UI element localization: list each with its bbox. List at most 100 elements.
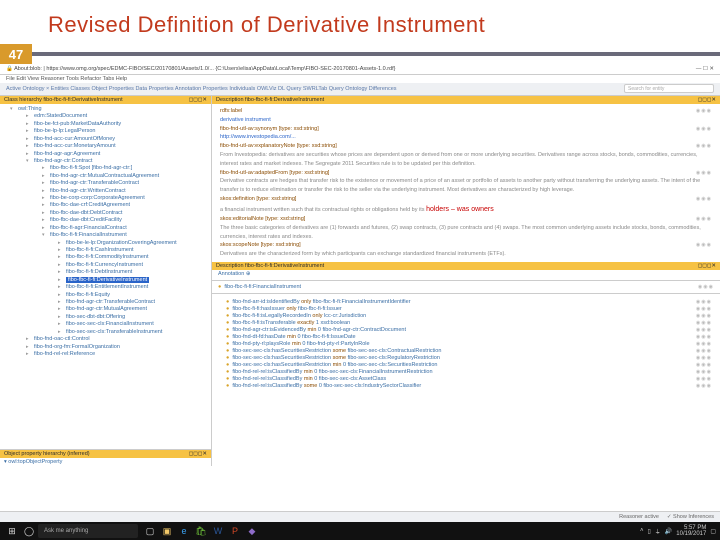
notifications-icon[interactable]: ▢ xyxy=(710,528,716,535)
tree-node[interactable]: fibo-be-le-lp:OrganizationCoveringAgreem… xyxy=(58,240,209,247)
address-bar[interactable]: 🔒 About:blob: | https://www.omg.org/spec… xyxy=(6,66,395,72)
annotation-chips-icon[interactable]: ◉◉◉ xyxy=(696,241,712,249)
annotation-value: Derivatives are the characterized form b… xyxy=(220,250,712,259)
tree-node[interactable]: fibo-sec-sec-cls:TransferableInstrument xyxy=(58,329,209,336)
slide-number-bar: 47 xyxy=(0,44,720,64)
menubar[interactable]: File Edit View Reasoner Tools Refactor T… xyxy=(0,75,720,83)
tree-node[interactable]: fibo-fbc-dae-crf:CreditAgreement xyxy=(42,202,209,209)
tree-node[interactable]: fibo-fbc-fi-agr:FinancialContract xyxy=(42,225,209,232)
axiom-row[interactable]: ●fibo-fnd-arr-id:isIdentifiedBy only fib… xyxy=(226,298,712,305)
tree-node[interactable]: fibo-fbc-fi-fi:DerivativeInstrument xyxy=(58,277,209,284)
tree-node[interactable]: fibo-be-corp-corp:CorporateAgreement xyxy=(42,195,209,202)
tree-node[interactable]: fibo-fnd-rel-rel:Reference xyxy=(26,351,209,358)
panel-controls-icon[interactable]: ◻◻◻✕ xyxy=(698,263,716,269)
edge-icon[interactable]: e xyxy=(176,524,192,538)
volume-icon[interactable]: 🔊 xyxy=(665,528,672,535)
annotation-key: fibo-fnd-utl-av:synonym [type: xsd:strin… xyxy=(220,126,319,132)
annotation-chips-icon[interactable]: ◉◉◉ xyxy=(696,195,712,203)
search-input[interactable]: Search for entity xyxy=(624,84,714,93)
class-hierarchy-title: Class hierarchy fibo-fbc-fi-fi:Derivativ… xyxy=(4,97,123,103)
tree-node[interactable]: fibo-fnd-oac-ctl:Control xyxy=(26,336,209,343)
annotation-chips-icon[interactable]: ◉◉◉ xyxy=(696,107,712,115)
wifi-icon[interactable]: ⏚ xyxy=(655,527,661,536)
axiom-row[interactable]: ●fibo-fnd-rel-rel:isClassifiedBy some 0 … xyxy=(226,382,712,389)
cortana-icon[interactable]: ◯ xyxy=(21,524,37,538)
tree-node[interactable]: fibo-fnd-org-fm:FormalOrganization xyxy=(26,344,209,351)
panel-controls-icon[interactable]: ◻◻◻✕ xyxy=(189,451,207,457)
annotation-chips-icon[interactable]: ◉◉◉ xyxy=(696,125,712,133)
tree-node[interactable]: fibo-fbc-fi-fi:CommodityInstrument xyxy=(58,254,209,261)
annotations-panel: rdfs:label◉◉◉ derivative instrument fibo… xyxy=(212,104,720,262)
object-property-header: Object property hierarchy (inferred) xyxy=(4,451,90,457)
tree-node[interactable]: fibo-fnd-agr-ctr:TransferableContract xyxy=(58,299,209,306)
tree-node[interactable]: fibo-fbc-fi-fi:Equity xyxy=(58,292,209,299)
taskbar[interactable]: ⊞ ◯ Ask me anything ▢ ▣ e 🛍 W P ◆ ˄ ▯ ⏚ … xyxy=(0,522,720,540)
task-view-icon[interactable]: ▢ xyxy=(142,524,158,538)
axiom-row[interactable]: ●fibo-fbc-fi-fi:isLegallyRecordedIn only… xyxy=(226,312,712,319)
annotation-key: skos:scopeNote [type: xsd:string] xyxy=(220,242,301,248)
tree-node[interactable]: fibo-sec-sec-cls:FinancialInstrument xyxy=(58,321,209,328)
tree-node[interactable]: fibo-fbc-fi-fi:EntitlementInstrument xyxy=(58,284,209,291)
axiom-row[interactable]: ●fibo-sec-sec-cls:hasSecuritiesRestricti… xyxy=(226,361,712,368)
tree-node[interactable]: fibo-fnd-agr-agr:Agreement xyxy=(26,151,209,158)
tree-node[interactable]: fibo-fbc-fi-fi:FinancialInstrumentfibo-b… xyxy=(42,232,209,336)
panel-controls-icon[interactable]: ◻◻◻✕ xyxy=(698,97,716,103)
start-button[interactable]: ⊞ xyxy=(4,524,20,538)
annotation-value[interactable]: http://www.investopedia.com/... xyxy=(220,133,712,142)
axiom-row[interactable]: ●fibo-fbc-fi-fi:hasIssuer only fibo-fbc-… xyxy=(226,305,712,312)
class-tree[interactable]: owl:Thingedm:StatedDocumentfibo-be-fct-p… xyxy=(0,104,211,449)
tree-node[interactable]: fibo-be-fct-pub:MarketDataAuthority xyxy=(26,121,209,128)
axiom-row[interactable]: ●fibo-fnd-agr-ctr:isEvidencedBy min 0 fi… xyxy=(226,326,712,333)
axiom-row[interactable]: ●fibo-fnd-dt-fd:hasDate min 0 fibo-fbc-f… xyxy=(226,333,712,340)
annotation-key: fibo-fnd-utl-av:explanatoryNote [type: x… xyxy=(220,143,337,149)
axiom-row[interactable]: ●fibo-fbc-fi-fi:isTransferable exactly 1… xyxy=(226,319,712,326)
axiom-row[interactable]: ●fibo-sec-sec-cls:hasSecuritiesRestricti… xyxy=(226,347,712,354)
annotation-key: rdfs:label xyxy=(220,108,242,114)
status-bar: Reasoner active ✓ Show Inferences xyxy=(0,511,720,522)
tree-node[interactable]: edm:StatedDocument xyxy=(26,113,209,120)
annotation-chips-icon[interactable]: ◉◉◉ xyxy=(696,215,712,223)
object-property-root[interactable]: ▾ owl:topObjectProperty xyxy=(0,458,211,466)
right-pane: Description fibo-fbc-fi-fi:DerivativeIns… xyxy=(212,96,720,466)
tab-strip[interactable]: Active Ontology × Entities Classes Objec… xyxy=(6,86,397,92)
tree-node[interactable]: fibo-fnd-agr-ctr:Contractfibo-fbc-fi-fi:… xyxy=(26,158,209,336)
show-inferences-toggle[interactable]: ✓ Show Inferences xyxy=(667,514,714,520)
tree-node[interactable]: fibo-fnd-agr-ctr:MutualContractualAgreem… xyxy=(42,173,209,180)
taskbar-search[interactable]: Ask me anything xyxy=(38,524,138,538)
annotation-add[interactable]: Annotation ⊕ xyxy=(212,270,720,278)
tree-node[interactable]: fibo-fbc-dae-dbt:DebtContract xyxy=(42,210,209,217)
protege-icon[interactable]: ◆ xyxy=(244,524,260,538)
subclass-of[interactable]: ●fibo-fbc-fi-fi:FinancialInstrument ◉◉◉ xyxy=(212,283,720,291)
tree-node[interactable]: fibo-fnd-agr-ctr:WrittenContract xyxy=(42,188,209,195)
powerpoint-icon[interactable]: P xyxy=(227,524,243,538)
axiom-row[interactable]: ●fibo-fnd-rel-rel:isClassifiedBy min 0 f… xyxy=(226,375,712,382)
tree-node[interactable]: fibo-be-lp-lp:LegalPerson xyxy=(26,128,209,135)
window-controls[interactable]: — ☐ ✕ xyxy=(696,66,714,72)
tree-node[interactable]: fibo-fbc-fi-fi:CashInstrument xyxy=(58,247,209,254)
annotation-chips-icon[interactable]: ◉◉◉ xyxy=(696,142,712,150)
annotation-chips-icon[interactable]: ◉◉◉ xyxy=(698,284,714,290)
tray-up-icon[interactable]: ˄ xyxy=(640,528,644,534)
word-icon[interactable]: W xyxy=(210,524,226,538)
panel-controls-icon[interactable]: ◻◻◻✕ xyxy=(189,97,207,103)
tree-node[interactable]: fibo-sec-dbt-dbt:Offering xyxy=(58,314,209,321)
tree-node[interactable]: fibo-fnd-agr-ctr:TransferableContract xyxy=(42,180,209,187)
axiom-row[interactable]: ●fibo-fnd-pty-rl:playsRole min 0 fibo-fn… xyxy=(226,340,712,347)
annotation-chips-icon[interactable]: ◉◉◉ xyxy=(696,169,712,177)
file-explorer-icon[interactable]: ▣ xyxy=(159,524,175,538)
clock-date[interactable]: 10/19/2017 xyxy=(676,531,706,537)
tree-node[interactable]: owl:Thingedm:StatedDocumentfibo-be-fct-p… xyxy=(10,106,209,358)
tree-node[interactable]: fibo-fbc-fi-fi:DebtInstrument xyxy=(58,269,209,276)
battery-icon[interactable]: ▯ xyxy=(647,528,650,535)
tree-node[interactable]: fibo-fbc-fi-fi:CurrencyInstrument xyxy=(58,262,209,269)
revision-callout: holders – was owners xyxy=(426,206,494,213)
store-icon[interactable]: 🛍 xyxy=(193,524,209,538)
slide-number: 47 xyxy=(0,44,32,64)
axiom-row[interactable]: ●fibo-fnd-rel-rel:isClassifiedBy min 0 f… xyxy=(226,368,712,375)
tree-node[interactable]: fibo-fnd-acc-cur:MonetaryAmount xyxy=(26,143,209,150)
axiom-row[interactable]: ●fibo-sec-sec-cls:hasSecuritiesRestricti… xyxy=(226,354,712,361)
tree-node[interactable]: fibo-fbc-dae-dbt:CreditFacility xyxy=(42,217,209,224)
tree-node[interactable]: fibo-fnd-acc-cur:AmountOfMoney xyxy=(26,136,209,143)
tree-node[interactable]: fibo-fnd-agr-ctr:MutualAgreement xyxy=(58,306,209,313)
tree-node[interactable]: fibo-fbc-fi-fi:Spot [fibo-fnd-agr-ctr:] xyxy=(42,165,209,172)
